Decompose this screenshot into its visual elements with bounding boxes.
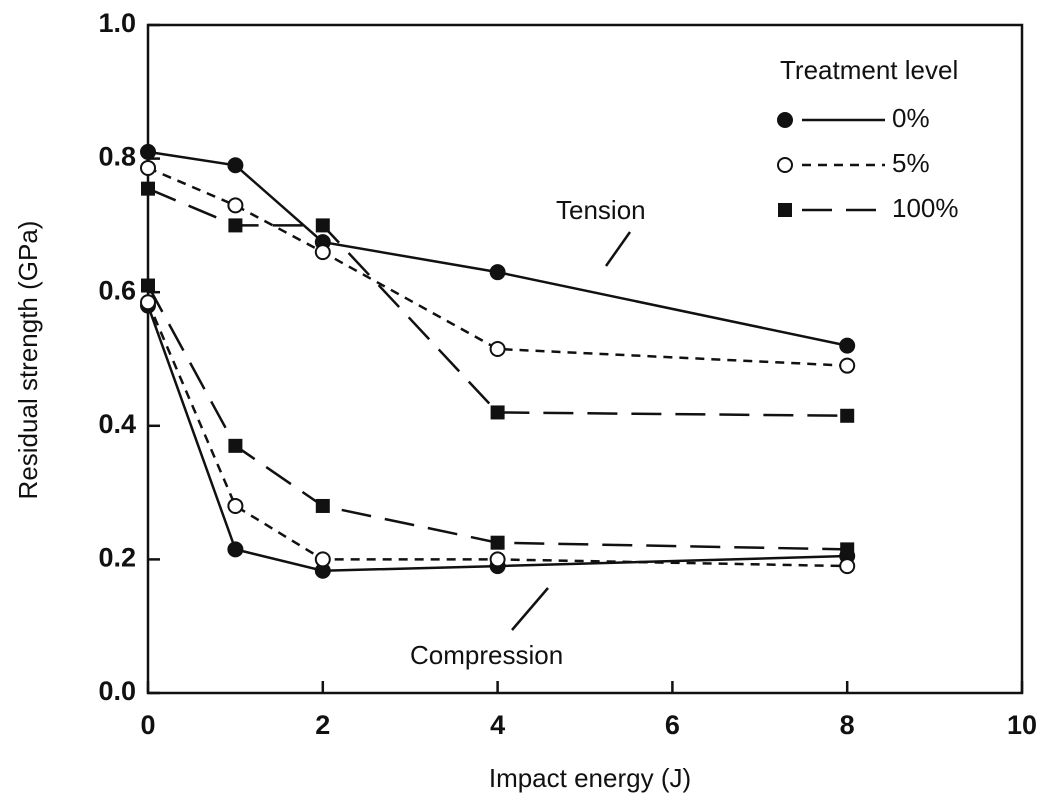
- marker: [314, 244, 331, 261]
- marker: [839, 357, 856, 374]
- x-axis-label: Impact energy (J): [489, 763, 691, 793]
- legend-title: Treatment level: [780, 55, 958, 85]
- annotation: Tension: [556, 195, 646, 225]
- x-tick-label: 0: [140, 710, 155, 740]
- marker: [227, 497, 244, 514]
- legend-label: 100%: [892, 193, 959, 223]
- marker: [778, 203, 792, 217]
- annotation: Compression: [410, 640, 563, 670]
- marker: [228, 438, 243, 453]
- marker: [140, 143, 156, 160]
- annotation-pointer: [511, 587, 549, 631]
- x-tick-label: 10: [1007, 710, 1037, 740]
- series-line: [147, 187, 848, 418]
- marker: [840, 542, 855, 557]
- y-tick-label: 0.4: [98, 409, 136, 439]
- marker: [140, 294, 156, 311]
- y-tick-label: 0.0: [98, 676, 136, 706]
- marker: [839, 558, 856, 575]
- marker: [489, 264, 506, 281]
- y-axis-label: Residual strength (GPa): [13, 221, 43, 500]
- x-tick-label: 6: [665, 710, 680, 740]
- series-line: [147, 150, 848, 347]
- marker: [490, 405, 505, 420]
- marker: [839, 337, 856, 354]
- y-tick-label: 0.6: [98, 275, 136, 305]
- x-tick-label: 2: [315, 710, 330, 740]
- marker: [490, 535, 505, 550]
- x-tick-label: 8: [840, 710, 855, 740]
- y-tick-label: 0.2: [98, 543, 136, 573]
- y-tick-label: 1.0: [98, 8, 136, 38]
- annotation-pointer: [604, 231, 632, 267]
- legend-label: 0%: [892, 103, 930, 133]
- marker: [228, 218, 243, 233]
- marker: [777, 157, 793, 173]
- marker: [777, 112, 793, 128]
- x-tick-label: 4: [490, 710, 505, 740]
- legend-label: 5%: [892, 148, 930, 178]
- marker: [141, 278, 155, 293]
- marker: [314, 551, 331, 568]
- marker: [315, 498, 330, 513]
- y-tick-label: 0.8: [98, 142, 136, 172]
- plot-frame: [146, 23, 1024, 695]
- marker: [141, 181, 155, 196]
- marker: [489, 551, 506, 568]
- marker: [140, 159, 156, 176]
- marker: [227, 157, 244, 174]
- marker: [489, 340, 506, 357]
- marker: [315, 218, 330, 233]
- marker: [840, 408, 855, 423]
- marker: [227, 197, 244, 214]
- marker: [227, 541, 244, 558]
